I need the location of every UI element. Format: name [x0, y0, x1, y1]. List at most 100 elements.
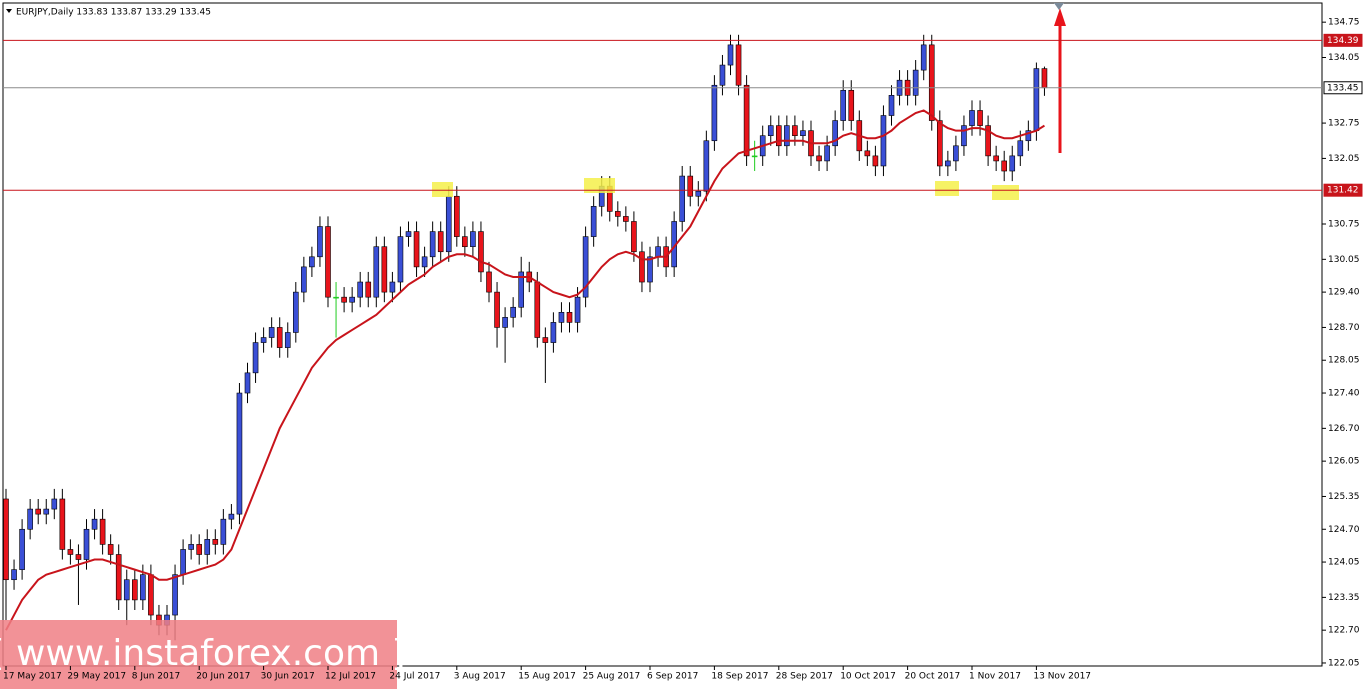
candle-body [751, 155, 758, 158]
candle-body [1001, 160, 1008, 172]
candle-body [405, 231, 412, 237]
y-tick-label: 126.05 [1328, 457, 1360, 467]
highlight [584, 178, 615, 193]
candle-body [679, 175, 686, 222]
candle-body [655, 246, 661, 258]
candle-body [566, 311, 573, 323]
candle-body [510, 306, 516, 318]
candle-body [204, 539, 211, 555]
level-label-box [1323, 183, 1363, 197]
level-label: 131.42 [1327, 186, 1359, 196]
y-tick-label: 123.35 [1328, 593, 1360, 603]
y-tick-label: 126.70 [1328, 424, 1360, 434]
candle-body [27, 508, 33, 530]
candle-body [75, 554, 82, 560]
candle-body [775, 125, 782, 147]
level-label-box [1323, 81, 1363, 95]
candle-body [252, 342, 259, 374]
y-tick-label: 128.70 [1328, 323, 1360, 333]
candle-body [703, 140, 710, 192]
y-tick-label: 132.05 [1328, 154, 1360, 164]
plot-frame [2, 2, 1323, 667]
candle-body [301, 266, 307, 293]
candle-body [333, 296, 339, 299]
candle-body [148, 574, 154, 616]
candle-body [196, 544, 202, 555]
candle-body [276, 327, 283, 348]
candle-body [542, 337, 549, 343]
candle-body [172, 574, 178, 616]
candle-body [228, 513, 235, 520]
x-tick-label: 8 Jun 2017 [132, 672, 180, 682]
candle-body [43, 508, 50, 515]
candle-body [880, 115, 887, 167]
candle-body [848, 89, 855, 121]
candle-body [1041, 68, 1048, 89]
x-tick-label: 1 Nov 2017 [969, 672, 1021, 682]
candle-body [614, 211, 621, 217]
candle-body [486, 271, 492, 293]
candle-body [397, 236, 404, 283]
candle-body [840, 89, 847, 121]
candle-body [260, 337, 267, 343]
candle-body [920, 44, 927, 71]
y-tick-label: 134.05 [1328, 53, 1360, 63]
candle-body [292, 291, 299, 333]
candle-body [19, 528, 25, 570]
candle-body [421, 256, 428, 268]
candle-body [550, 322, 557, 343]
candle-body [341, 296, 347, 303]
candle-body [936, 120, 943, 167]
x-tick-label: 25 Aug 2017 [583, 672, 641, 682]
candle-body [945, 160, 951, 167]
candle-body [743, 84, 750, 157]
y-tick-label: 130.75 [1328, 220, 1360, 230]
level-label: 134.39 [1327, 36, 1359, 46]
candle-body [437, 231, 444, 253]
candle-body [309, 256, 315, 268]
candle-body [1033, 68, 1040, 131]
candle-body [961, 125, 967, 147]
y-tick-label: 124.70 [1328, 525, 1360, 535]
candle-body [99, 518, 106, 545]
candle-body [268, 327, 275, 338]
candle-body [413, 231, 420, 268]
shift-marker [1054, 3, 1064, 10]
y-tick-label: 127.40 [1328, 389, 1360, 399]
candle-body [590, 206, 597, 237]
candle-body [687, 175, 694, 197]
highlight [432, 182, 453, 197]
candle-body [188, 544, 194, 550]
x-tick-label: 24 Jul 2017 [389, 672, 440, 682]
y-tick-label: 128.05 [1328, 356, 1360, 366]
candle-body [381, 246, 388, 293]
highlight [935, 181, 959, 196]
x-tick-label: 20 Oct 2017 [905, 672, 961, 682]
candle-body [67, 549, 74, 555]
candle-body [800, 130, 806, 137]
candle-body [51, 498, 58, 510]
candle-body [912, 69, 919, 96]
candle-body [373, 246, 380, 298]
candle-body [107, 544, 114, 555]
candle-body [429, 231, 436, 258]
candle-body [180, 549, 186, 575]
candle-body [325, 226, 331, 298]
level-label: 133.45 [1327, 83, 1359, 93]
level-label-box [1323, 33, 1363, 47]
x-tick-label: 18 Sep 2017 [711, 672, 768, 682]
candle-body [494, 291, 500, 328]
marks [3, 34, 1048, 641]
candle-body [735, 44, 742, 86]
candle-body [453, 195, 460, 237]
candle-body [985, 125, 991, 157]
x-tick-label: 6 Sep 2017 [647, 672, 698, 682]
candle-body [244, 372, 251, 394]
chart-title: EURJPY,Daily 133.83 133.87 133.29 133.45 [16, 8, 211, 18]
x-tick-label: 17 May 2017 [3, 672, 62, 682]
candle-body [816, 155, 822, 162]
moving-average [5, 109, 1045, 631]
y-tick-label: 129.40 [1328, 288, 1360, 298]
candle-body [631, 221, 637, 253]
